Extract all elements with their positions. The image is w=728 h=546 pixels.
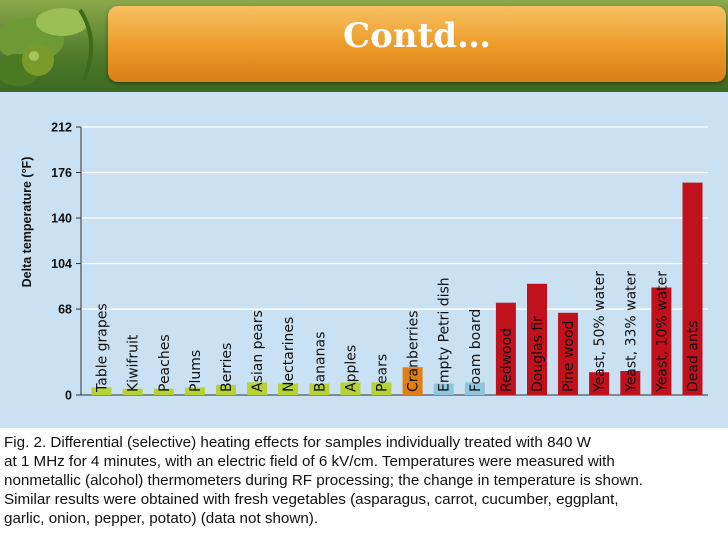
bar bbox=[153, 388, 174, 395]
bar bbox=[184, 387, 205, 395]
slide-title: Contd… bbox=[343, 16, 491, 56]
category-label: Kiwifruit bbox=[126, 334, 142, 392]
category-label: Foam board bbox=[468, 309, 484, 392]
category-label: Yeast, 10% water bbox=[654, 271, 670, 393]
category-label: Bananas bbox=[312, 332, 328, 392]
caption-line: garlic, onion, pepper, potato) (data not… bbox=[4, 510, 319, 527]
figure-caption: Fig. 2. Differential (selective) heating… bbox=[4, 433, 724, 528]
category-label: Empty Petri dish bbox=[437, 277, 453, 392]
caption-line: at 1 MHz for 4 minutes, with an electric… bbox=[4, 453, 615, 470]
category-label: Peaches bbox=[157, 334, 173, 392]
y-tick-label: 212 bbox=[51, 121, 72, 135]
category-label: Redwood bbox=[499, 328, 515, 392]
bar bbox=[371, 382, 392, 395]
bar bbox=[309, 383, 330, 395]
y-axis-label: Delta temperature (°F) bbox=[20, 157, 34, 288]
bar bbox=[527, 283, 547, 395]
slide-header: Contd… bbox=[0, 0, 728, 92]
bar bbox=[402, 367, 423, 395]
category-label: Apples bbox=[343, 345, 359, 392]
category-label: Pears bbox=[374, 354, 390, 392]
category-label: Yeast, 33% water bbox=[623, 271, 639, 393]
bar bbox=[651, 287, 672, 395]
y-tick-label: 176 bbox=[51, 166, 72, 180]
category-label: Plums bbox=[188, 350, 204, 392]
title-banner bbox=[108, 6, 726, 82]
category-label: Berries bbox=[219, 343, 235, 392]
y-tick-label: 0 bbox=[65, 389, 72, 403]
bar bbox=[340, 382, 361, 395]
category-label: Asian pears bbox=[250, 310, 266, 392]
bar bbox=[558, 312, 578, 395]
category-label: Dead ants bbox=[686, 320, 702, 392]
bar bbox=[495, 302, 516, 395]
bar bbox=[247, 382, 268, 395]
bar bbox=[464, 382, 485, 395]
category-label: Nectarines bbox=[281, 317, 297, 392]
y-tick-label: 68 bbox=[58, 303, 72, 317]
category-label: Pine wood bbox=[561, 321, 577, 392]
bar bbox=[589, 372, 610, 395]
category-label: Yeast, 50% water bbox=[592, 271, 608, 393]
chart-panel bbox=[0, 92, 728, 428]
bar bbox=[91, 387, 112, 395]
bar bbox=[682, 182, 703, 395]
caption-line: Fig. 2. Differential (selective) heating… bbox=[4, 434, 591, 451]
bar bbox=[216, 384, 236, 395]
bar-chart: 0 68 104 140 176 212 Delta temperature (°F) T… bbox=[20, 121, 708, 403]
bar bbox=[278, 383, 299, 395]
category-label: Douglas fir bbox=[530, 316, 546, 392]
bar bbox=[122, 388, 143, 395]
y-tick-label: 140 bbox=[51, 212, 72, 226]
caption-line: Similar results were obtained with fresh… bbox=[4, 491, 619, 508]
bar bbox=[620, 371, 641, 395]
bar bbox=[433, 383, 454, 395]
plant-decoration-icon bbox=[0, 8, 94, 86]
caption-line: nonmetallic (alcohol) thermometers durin… bbox=[4, 472, 644, 489]
y-tick-label: 104 bbox=[51, 257, 72, 271]
category-label: Cranberries bbox=[406, 310, 422, 392]
category-label: Table grapes bbox=[95, 303, 111, 393]
